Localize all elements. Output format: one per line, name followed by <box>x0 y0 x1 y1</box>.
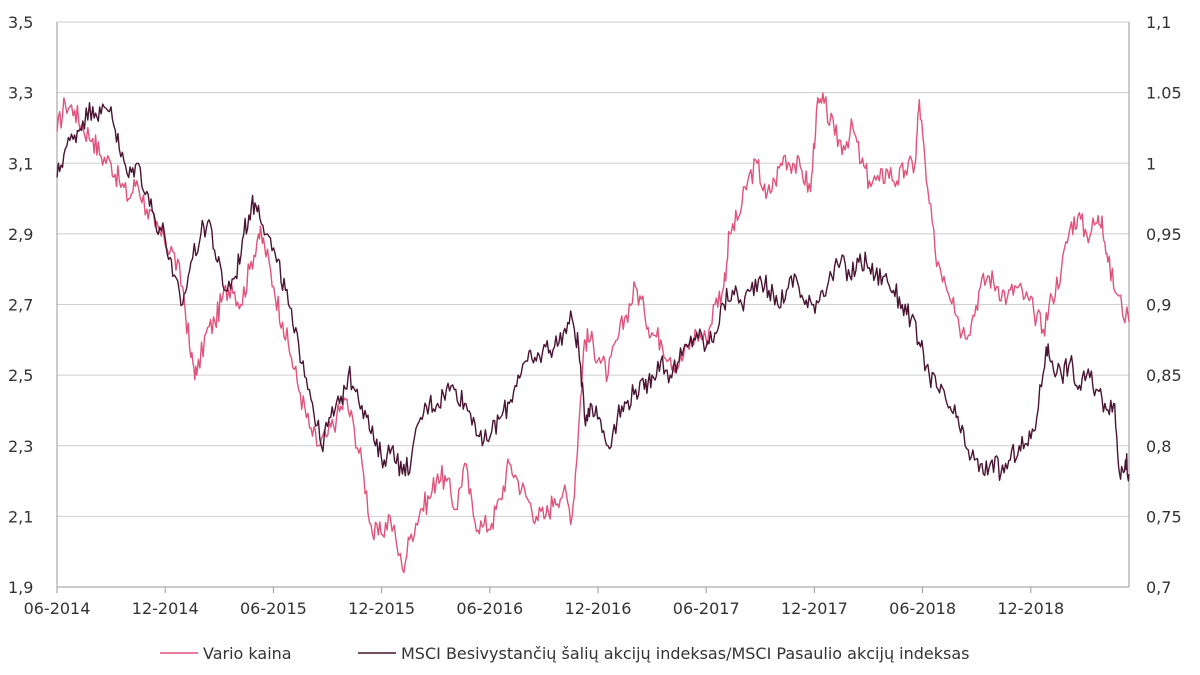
y-left-tick-label: 2,7 <box>8 296 33 315</box>
y-left-tick-label: 3,3 <box>8 84 33 103</box>
axes <box>56 22 1130 593</box>
series-line-msci-ratio <box>56 102 1130 482</box>
grid-lines <box>57 21 1129 517</box>
x-tick-label: 06-2015 <box>240 599 307 618</box>
y-left-tick-label: 2,1 <box>8 507 33 526</box>
x-tick-label: 12-2014 <box>132 599 199 618</box>
y-right-tick-label: 0,9 <box>1146 296 1171 315</box>
x-tick-label: 06-2016 <box>456 599 523 618</box>
tick-labels: 1,9 0,7 2,1 0,75 2,3 0,8 2,5 0,85 2,7 0,9 2,9 0,95 3… <box>8 13 1182 618</box>
x-tick-label: 06-2017 <box>673 599 740 618</box>
y-right-tick-label: 1.05 <box>1146 84 1182 103</box>
y-right-tick-label: 0,85 <box>1146 366 1182 385</box>
x-tick-label: 06-2014 <box>24 599 91 618</box>
y-left-tick-label: 2,3 <box>8 437 33 456</box>
y-left-tick-label: 2,9 <box>8 225 33 244</box>
x-tick-label: 12-2018 <box>997 599 1064 618</box>
y-right-tick-label: 0,75 <box>1146 507 1182 526</box>
y-right-tick-label: 1,1 <box>1146 13 1171 32</box>
y-right-tick-label: 0,8 <box>1146 437 1171 456</box>
y-right-tick-label: 1 <box>1146 154 1156 173</box>
y-left-tick-label: 3,1 <box>8 154 33 173</box>
legend: Vario kaina MSCI Besivystančių šalių akci… <box>160 644 970 663</box>
legend-label: MSCI Besivystančių šalių akcijų indeksas… <box>401 644 970 663</box>
legend-label: Vario kaina <box>203 644 292 663</box>
x-tick-label: 12-2016 <box>565 599 632 618</box>
y-right-tick-label: 0,7 <box>1146 578 1171 597</box>
series-lines <box>56 92 1130 574</box>
y-right-tick-label: 0,95 <box>1146 225 1182 244</box>
y-left-tick-label: 2,5 <box>8 366 33 385</box>
series-line-copper-price <box>56 92 1130 574</box>
x-tick-label: 12-2015 <box>348 599 415 618</box>
y-left-tick-label: 1,9 <box>8 578 33 597</box>
x-tick-label: 12-2017 <box>781 599 848 618</box>
y-left-tick-label: 3,5 <box>8 13 33 32</box>
x-tick-label: 06-2018 <box>889 599 956 618</box>
